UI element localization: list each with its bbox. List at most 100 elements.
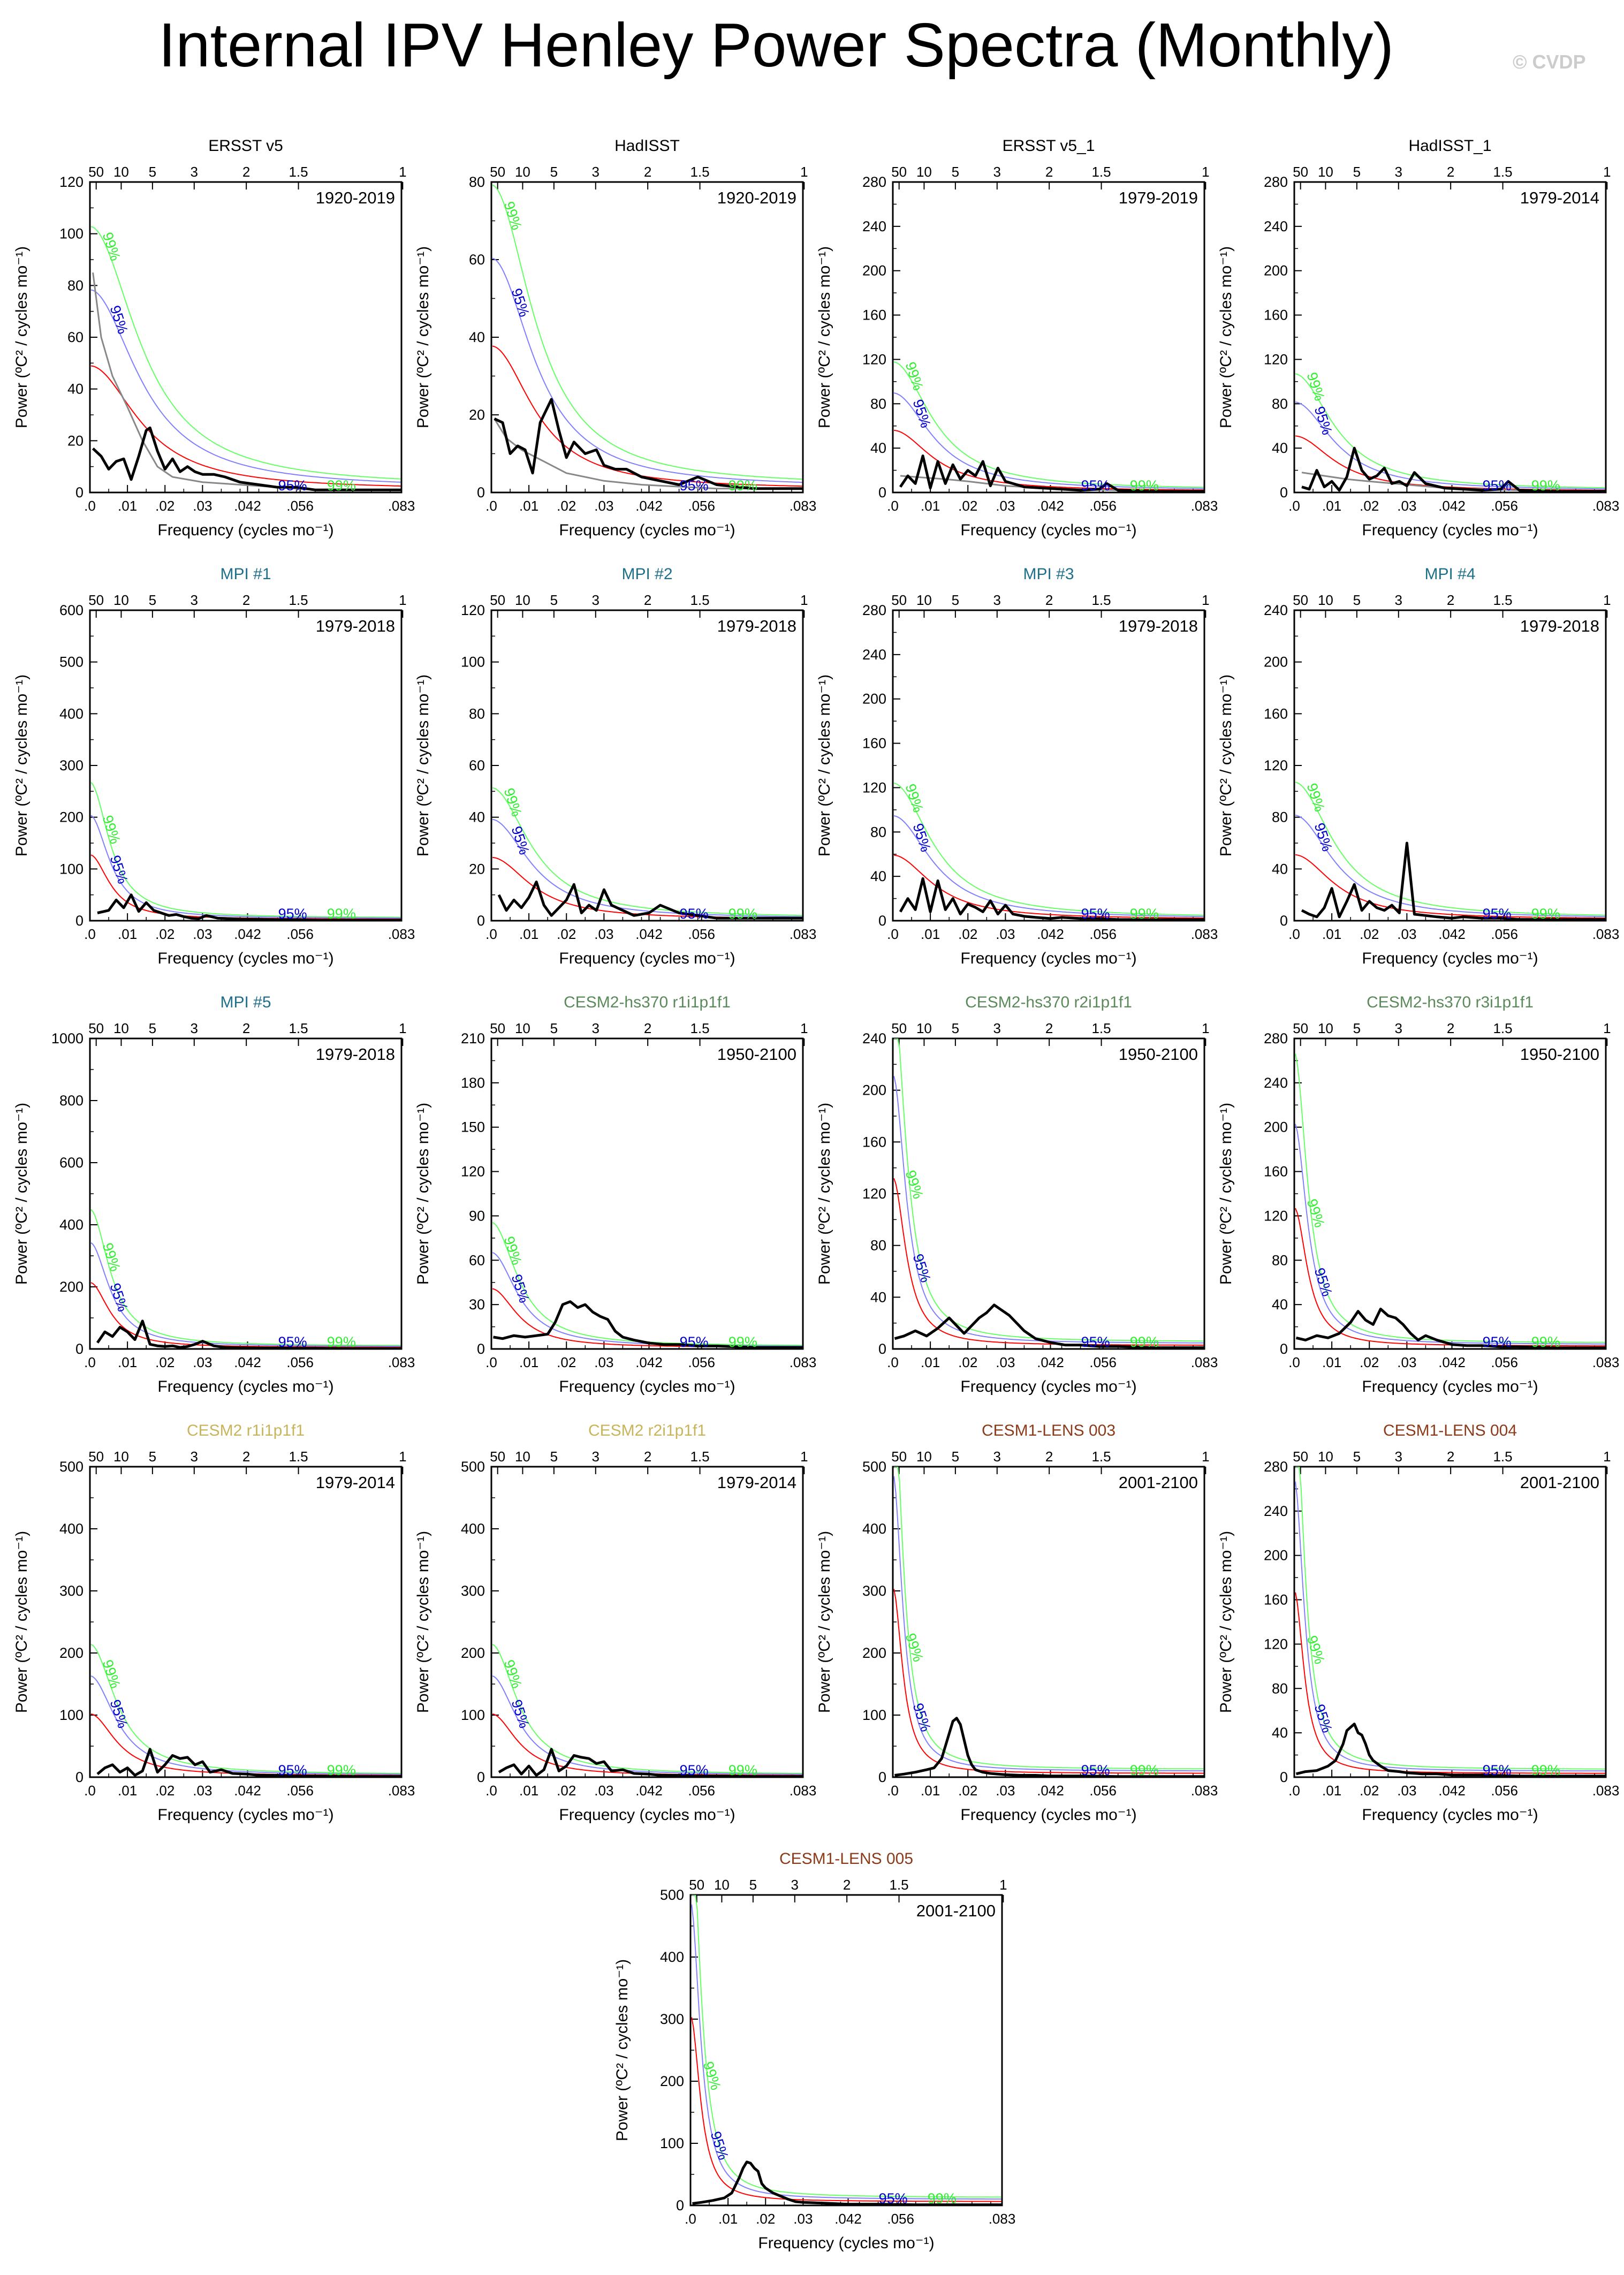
ci99-label: 99% bbox=[1531, 906, 1560, 922]
ci95-label: 95% bbox=[680, 477, 709, 494]
red-noise-curve bbox=[492, 345, 802, 487]
x-tick-label: .03 bbox=[193, 498, 212, 514]
ci95-curve bbox=[1295, 814, 1605, 917]
x-tick-label: .042 bbox=[834, 2211, 862, 2227]
period-tick-label: 5 bbox=[952, 592, 959, 608]
spectrum-panel: CESM2-hs370 r1i1p1f1 1950-2100 .0 .01 .02 .03… bbox=[414, 994, 816, 1396]
x-tick-label: .01 bbox=[519, 1354, 538, 1370]
period-tick-label: 5 bbox=[149, 164, 156, 180]
y-tick-label: 100 bbox=[461, 1707, 485, 1723]
x-tick-label: .03 bbox=[594, 926, 613, 942]
ci95-label: 95% bbox=[107, 1697, 131, 1730]
ci99-curve bbox=[1295, 373, 1605, 489]
y-tick-label: 80 bbox=[67, 277, 84, 293]
y-tick-label: 40 bbox=[870, 1289, 886, 1305]
ci95-label: 95% bbox=[509, 286, 533, 319]
x-tick-label: .042 bbox=[234, 1783, 261, 1799]
x-tick-label: .083 bbox=[790, 1354, 817, 1370]
panel-title: HadISST_1 bbox=[1408, 137, 1491, 155]
x-tick-label: .056 bbox=[1491, 498, 1518, 514]
x-axis-label: Frequency (cycles mo⁻¹) bbox=[559, 521, 735, 539]
x-axis-label: Frequency (cycles mo⁻¹) bbox=[559, 950, 735, 967]
y-tick-label: 1000 bbox=[51, 1030, 84, 1046]
x-tick-label: .03 bbox=[594, 498, 613, 514]
y-tick-label: 40 bbox=[870, 868, 886, 884]
period-tick-label: 2 bbox=[1447, 1449, 1454, 1465]
x-tick-label: .083 bbox=[1592, 1354, 1620, 1370]
spectrum-panel: MPI #21979-2018.0.01.02.03.042.056.08350… bbox=[414, 565, 816, 967]
y-axis-label: Power (ºC² / cycles mo⁻¹) bbox=[13, 1103, 31, 1285]
y-axis-label: Power (ºC² / cycles mo⁻¹) bbox=[1217, 1103, 1235, 1285]
period-tick-label: 50 bbox=[891, 592, 907, 608]
ci99-curve bbox=[1295, 782, 1605, 916]
period-tick-label: 5 bbox=[1353, 1020, 1361, 1036]
ci95-label: 95% bbox=[107, 853, 131, 886]
x-tick-label: .056 bbox=[1089, 1354, 1117, 1370]
y-tick-label: 20 bbox=[469, 861, 485, 877]
ci95-label: 95% bbox=[879, 2190, 908, 2206]
x-tick-label: .02 bbox=[557, 498, 576, 514]
y-tick-label: 20 bbox=[67, 433, 84, 449]
period-tick-label: 10 bbox=[515, 164, 530, 180]
period-tick-label: 5 bbox=[1353, 164, 1361, 180]
x-tick-label: .083 bbox=[1191, 498, 1218, 514]
period-tick-label: 1.5 bbox=[690, 592, 709, 608]
period-tick-label: 2 bbox=[1045, 1020, 1053, 1036]
period-tick-label: 1.5 bbox=[690, 1449, 709, 1465]
y-tick-label: 800 bbox=[59, 1093, 84, 1109]
period-tick-label: 1 bbox=[399, 1020, 406, 1036]
x-tick-label: .01 bbox=[921, 498, 940, 514]
x-tick-label: .01 bbox=[921, 1783, 940, 1799]
x-tick-label: .03 bbox=[193, 1354, 212, 1370]
plot-area: 99%95%99%95% bbox=[492, 1644, 803, 1777]
ci99-curve bbox=[893, 782, 1204, 916]
x-tick-label: .02 bbox=[557, 1354, 576, 1370]
x-tick-label: .0 bbox=[84, 1354, 96, 1370]
ci99-label: 99% bbox=[1303, 781, 1327, 814]
x-tick-label: .056 bbox=[286, 926, 314, 942]
ci99-curve bbox=[692, 1895, 1001, 2198]
ci99-label: 99% bbox=[500, 1234, 525, 1267]
period-tick-label: 2 bbox=[644, 164, 651, 180]
ci99-label: 99% bbox=[728, 477, 757, 494]
y-tick-label: 200 bbox=[59, 1279, 84, 1295]
plot-area: 99%95%99%95% bbox=[691, 1895, 1002, 2206]
y-tick-label: 300 bbox=[59, 757, 84, 774]
ci99-label: 99% bbox=[327, 1762, 356, 1778]
spectrum-panel: MPI #31979-2018.0.01.02.03.042.056.08350… bbox=[816, 565, 1218, 967]
x-tick-label: .083 bbox=[989, 2211, 1016, 2227]
y-tick-label: 40 bbox=[67, 381, 84, 397]
y-tick-label: 400 bbox=[862, 1521, 886, 1537]
x-tick-label: .03 bbox=[193, 1783, 212, 1799]
period-tick-label: 50 bbox=[1293, 1449, 1308, 1465]
plot-frame bbox=[1293, 1037, 1607, 1350]
x-tick-label: .03 bbox=[1397, 1783, 1416, 1799]
y-axis-label: Power (ºC² / cycles mo⁻¹) bbox=[816, 246, 833, 428]
y-tick-label: 200 bbox=[862, 1082, 886, 1098]
x-axis-label: Frequency (cycles mo⁻¹) bbox=[157, 1806, 333, 1824]
x-tick-label: .042 bbox=[635, 498, 663, 514]
x-axis-label: Frequency (cycles mo⁻¹) bbox=[1362, 521, 1538, 539]
period-tick-label: 1.5 bbox=[289, 164, 308, 180]
y-tick-label: 60 bbox=[67, 329, 84, 345]
period-label: 1950-2100 bbox=[717, 1045, 796, 1064]
x-tick-label: .056 bbox=[1089, 926, 1117, 942]
period-tick-label: 1.5 bbox=[690, 1020, 709, 1036]
x-tick-label: .083 bbox=[388, 498, 415, 514]
x-tick-label: .056 bbox=[688, 1783, 715, 1799]
x-tick-label: .03 bbox=[1397, 926, 1416, 942]
x-tick-label: .01 bbox=[519, 926, 538, 942]
x-tick-label: .0 bbox=[485, 926, 497, 942]
period-label: 1979-2014 bbox=[316, 1473, 395, 1492]
y-tick-label: 40 bbox=[1272, 1725, 1288, 1741]
period-tick-label: 10 bbox=[515, 1449, 530, 1465]
ci95-label: 95% bbox=[278, 906, 307, 922]
y-tick-label: 0 bbox=[1280, 1341, 1288, 1357]
plot-frame bbox=[490, 1466, 804, 1778]
period-label: 1950-2100 bbox=[1119, 1045, 1198, 1064]
ci99-label: 99% bbox=[327, 477, 356, 494]
y-tick-label: 280 bbox=[862, 174, 886, 190]
ci99-label: 99% bbox=[500, 1658, 525, 1690]
period-tick-label: 50 bbox=[88, 592, 104, 608]
y-tick-label: 0 bbox=[1280, 1769, 1288, 1785]
